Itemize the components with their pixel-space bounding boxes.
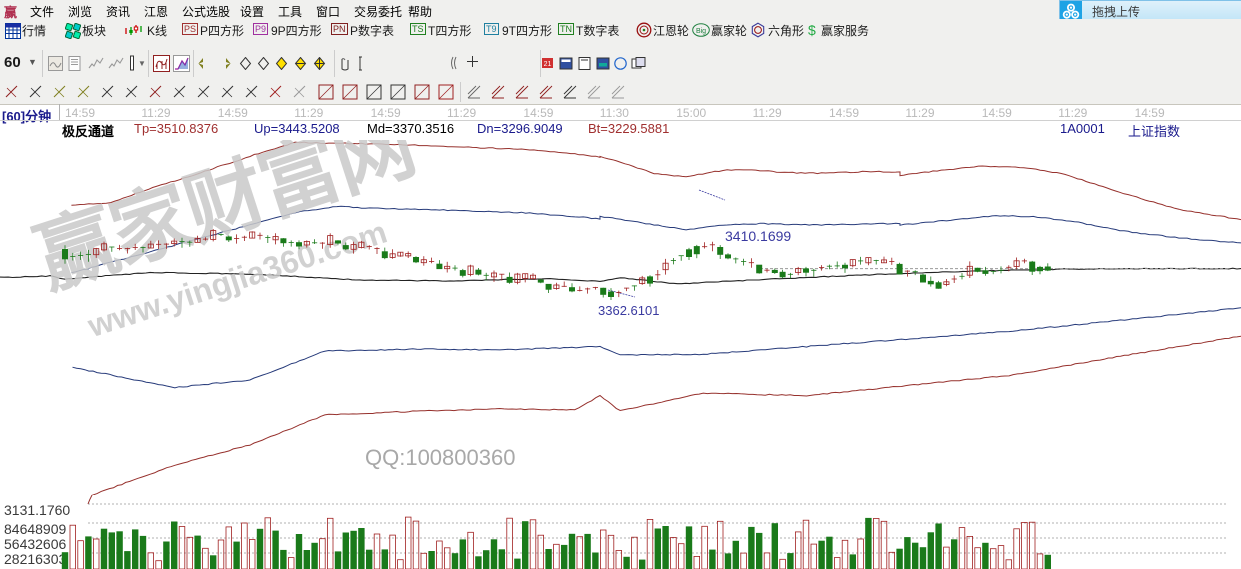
svg-text:Big: Big bbox=[696, 28, 706, 35]
svg-text:$: $ bbox=[808, 23, 816, 37]
svg-text:21: 21 bbox=[544, 61, 552, 68]
